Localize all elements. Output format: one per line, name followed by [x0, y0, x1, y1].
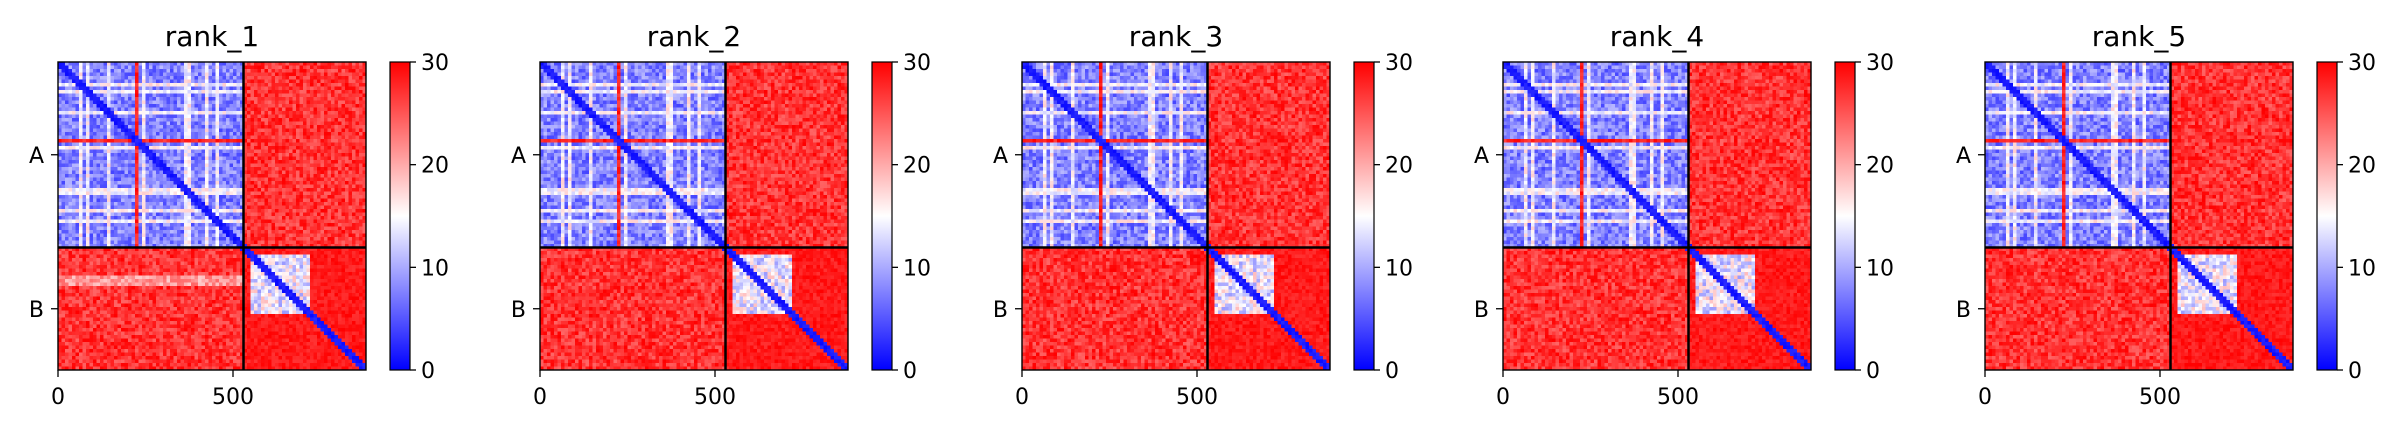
- colorbar: [1834, 61, 1856, 371]
- colorbar-tick-label: 10: [1385, 256, 1413, 281]
- panel-4: rank_4 0 500 A B 0 10 20 30: [1474, 20, 1894, 410]
- chain-label: A: [1474, 144, 1489, 169]
- pae-heatmap: [58, 62, 366, 370]
- colorbar-tick-label: 20: [1866, 154, 1894, 179]
- x-tick-label: 500: [1176, 385, 1218, 410]
- colorbar-tick-label: 30: [1866, 51, 1894, 76]
- chain-label: B: [993, 298, 1008, 323]
- colorbar: [389, 61, 411, 371]
- panel-title: rank_1: [165, 20, 259, 53]
- colorbar-tick-label: 20: [1385, 154, 1413, 179]
- plot-frame: [1984, 61, 2294, 371]
- x-tick-label: 0: [1978, 385, 1992, 410]
- colorbar-tick-label: 0: [1385, 359, 1399, 384]
- pae-heatmap: [1022, 62, 1330, 370]
- plot-frame: [57, 61, 367, 371]
- colorbar-tick-label: 30: [1385, 51, 1413, 76]
- colorbar-tick-label: 0: [1866, 359, 1880, 384]
- pae-heatmap: [1985, 62, 2293, 370]
- colorbar-tick-label: 30: [2348, 51, 2376, 76]
- plot-frame: [539, 61, 849, 371]
- colorbar-tick-label: 20: [2348, 154, 2376, 179]
- colorbar: [871, 61, 893, 371]
- colorbar-tick-label: 20: [421, 154, 449, 179]
- colorbar: [1353, 61, 1375, 371]
- colorbar: [2316, 61, 2338, 371]
- chain-label: A: [993, 144, 1008, 169]
- pae-heatmap: [540, 62, 848, 370]
- colorbar-tick-label: 0: [2348, 359, 2362, 384]
- panel-title: rank_2: [647, 20, 741, 53]
- panel-title: rank_5: [2092, 20, 2186, 53]
- chain-label: A: [511, 144, 526, 169]
- colorbar-tick-label: 30: [421, 51, 449, 76]
- colorbar-tick-label: 20: [903, 154, 931, 179]
- colorbar-tick-label: 10: [1866, 256, 1894, 281]
- chain-label: A: [1956, 144, 1971, 169]
- panel-title: rank_4: [1610, 20, 1704, 53]
- x-tick-label: 0: [51, 385, 65, 410]
- x-tick-label: 0: [1496, 385, 1510, 410]
- panel-3: rank_3 0 500 A B 0 10 20 30: [993, 20, 1413, 410]
- x-tick-label: 500: [1657, 385, 1699, 410]
- colorbar-tick-label: 10: [421, 256, 449, 281]
- x-tick-label: 500: [212, 385, 254, 410]
- pae-heatmap: [1503, 62, 1811, 370]
- chain-label: B: [1474, 298, 1489, 323]
- colorbar-tick-label: 10: [903, 256, 931, 281]
- chain-label: B: [29, 298, 44, 323]
- plot-frame: [1021, 61, 1331, 371]
- x-tick-label: 0: [1015, 385, 1029, 410]
- chain-label: A: [29, 144, 44, 169]
- x-tick-label: 0: [533, 385, 547, 410]
- colorbar-tick-label: 0: [421, 359, 435, 384]
- panel-2: rank_2 0 500 A B 0 10 20 30: [511, 20, 931, 410]
- colorbar-tick-label: 0: [903, 359, 917, 384]
- x-tick-label: 500: [2139, 385, 2181, 410]
- panel-1: rank_1 0 500 A B 0 10 20 30: [29, 20, 449, 410]
- colorbar-tick-label: 30: [903, 51, 931, 76]
- chain-label: B: [1956, 298, 1971, 323]
- x-tick-label: 500: [694, 385, 736, 410]
- plot-frame: [1502, 61, 1812, 371]
- panel-5: rank_5 0 500 A B 0 10 20 30: [1956, 20, 2376, 410]
- panel-title: rank_3: [1129, 20, 1223, 53]
- colorbar-tick-label: 10: [2348, 256, 2376, 281]
- chain-label: B: [511, 298, 526, 323]
